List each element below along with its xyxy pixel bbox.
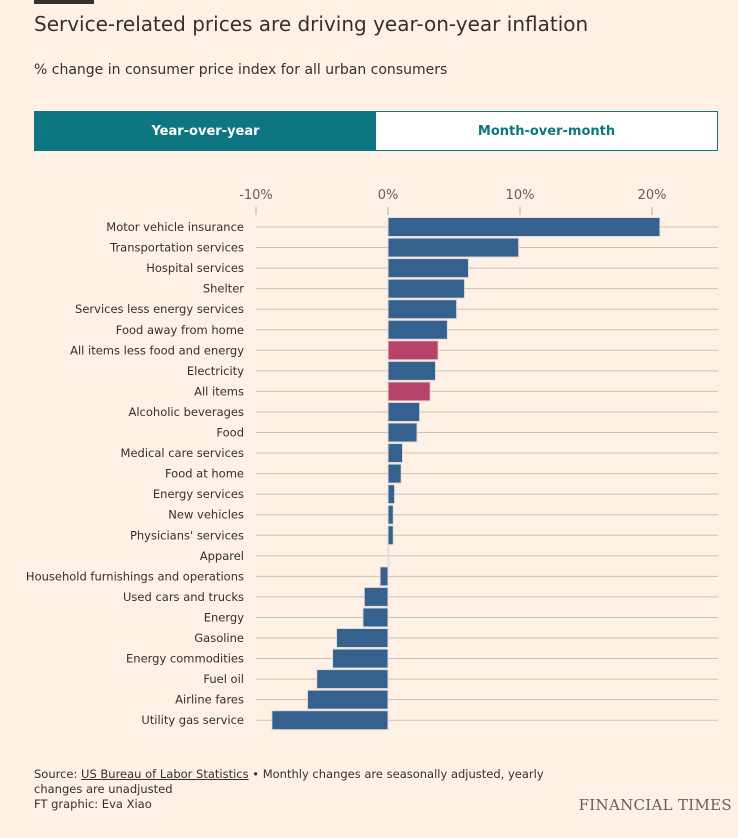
- bar-airline-fares: [306, 689, 389, 710]
- category-label: Alcoholic beverages: [128, 405, 244, 419]
- bar-utility-gas-service: [271, 710, 389, 731]
- bar-alcoholic-beverages: [387, 401, 421, 422]
- bar-motor-vehicle-insurance: [387, 217, 661, 237]
- bar-shelter: [387, 278, 466, 299]
- category-label: Utility gas service: [141, 713, 244, 727]
- bar-transportation-services: [387, 237, 520, 258]
- category-label: Services less energy services: [75, 302, 244, 316]
- bar-fuel-oil: [316, 669, 389, 690]
- x-tick-label: 10%: [506, 188, 535, 203]
- bar-all-items: [387, 381, 431, 402]
- category-label: Apparel: [200, 549, 244, 563]
- bar-food-away-from-home: [387, 319, 448, 340]
- category-label: Food: [216, 426, 244, 440]
- bar-physicians-services: [387, 525, 394, 546]
- x-tick-label: 20%: [638, 188, 667, 203]
- bar-new-vehicles: [387, 504, 394, 525]
- bar-food-at-home: [387, 463, 402, 484]
- category-label: All items less food and energy: [70, 343, 244, 357]
- category-label: Gasoline: [194, 631, 244, 645]
- category-label: Motor vehicle insurance: [106, 220, 244, 234]
- bar-food: [387, 422, 418, 443]
- category-label: Energy: [204, 610, 244, 624]
- ft-logo: FINANCIAL TIMES: [578, 796, 732, 814]
- bar-chart: -10% 0% 10% 20% Motor vehicle insurance Trans…: [26, 188, 718, 731]
- source-note: • Monthly changes are seasonally adjuste…: [34, 767, 544, 796]
- category-label: Food at home: [165, 467, 244, 481]
- tab-month-over-month[interactable]: Month-over-month: [376, 112, 717, 150]
- bar-energy-commodities: [332, 648, 389, 669]
- category-label: All items: [194, 384, 244, 398]
- bar-all-items-less-food-and-energy: [387, 340, 439, 361]
- bar-energy: [362, 607, 389, 628]
- category-label: Electricity: [187, 364, 244, 378]
- tab-year-over-year[interactable]: Year-over-year: [35, 112, 376, 150]
- category-label: Food away from home: [116, 323, 244, 337]
- category-label: Energy commodities: [126, 652, 244, 666]
- source-link[interactable]: US Bureau of Labor Statistics: [81, 767, 249, 781]
- bar-medical-care-services: [387, 443, 404, 464]
- credit: FT graphic: Eva Xiao: [34, 797, 152, 811]
- category-label: Hospital services: [146, 261, 244, 275]
- source-prefix: Source:: [34, 767, 82, 781]
- category-label: Transportation services: [109, 241, 244, 255]
- category-label: Physicians' services: [130, 528, 244, 542]
- category-label: Shelter: [203, 282, 244, 296]
- category-label: Energy services: [153, 487, 244, 501]
- chart-title: Service-related prices are driving year-…: [34, 12, 589, 36]
- bar-hospital-services: [387, 258, 470, 279]
- category-label: New vehicles: [168, 508, 244, 522]
- bar-apparel: [387, 545, 390, 566]
- bar-household-furnishings-and-operations: [379, 566, 389, 587]
- footer: Source: US Bureau of Labor Statistics • …: [34, 767, 564, 812]
- bar-services-less-energy-services: [387, 299, 458, 320]
- bar-used-cars-and-trucks: [363, 586, 389, 607]
- category-label: Fuel oil: [203, 672, 244, 686]
- x-tick-label: 0%: [378, 188, 399, 203]
- bar-energy-services: [387, 484, 396, 505]
- category-label: Airline fares: [175, 693, 244, 707]
- category-label: Medical care services: [121, 446, 244, 460]
- chart-subtitle: % change in consumer price index for all…: [34, 62, 448, 78]
- bar-electricity: [387, 360, 437, 381]
- category-label: Used cars and trucks: [123, 590, 244, 604]
- bar-gasoline: [336, 628, 389, 648]
- x-tick-label: -10%: [239, 188, 273, 203]
- category-label: Household furnishings and operations: [26, 569, 244, 583]
- ft-topbar: [34, 0, 94, 4]
- period-tabs: Year-over-year Month-over-month: [34, 111, 718, 151]
